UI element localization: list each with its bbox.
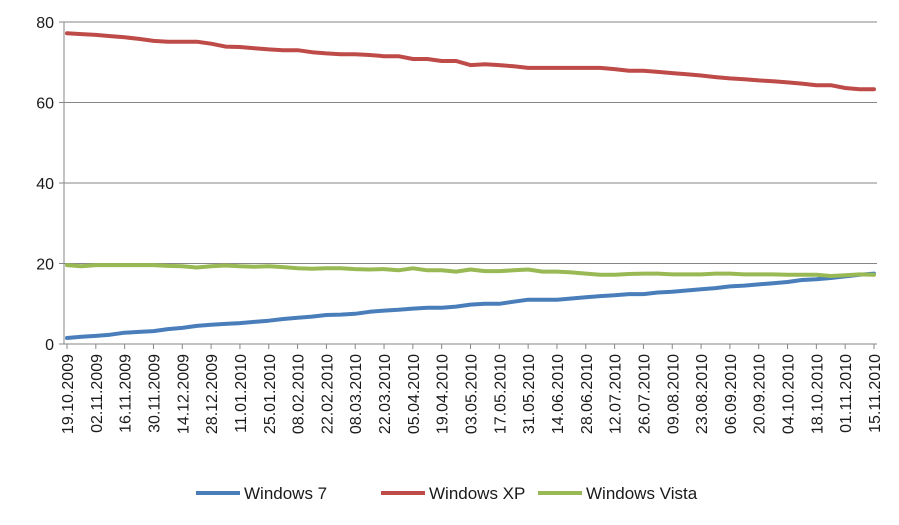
x-tick-label: 08.03.2010 xyxy=(348,354,365,434)
x-tick-label: 19.04.2010 xyxy=(435,354,452,434)
x-tick-label: 05.04.2010 xyxy=(406,354,423,434)
x-tick-label: 30.11.2009 xyxy=(146,354,163,433)
x-tick-label: 28.12.2009 xyxy=(204,354,221,434)
x-axis: 19.10.2009 02.11.2009 16.11.2009 30.11.2009… xyxy=(60,344,884,434)
legend: Windows 7 Windows XP Windows Vista xyxy=(196,484,698,503)
series-lines xyxy=(65,31,876,340)
y-tick-label: 60 xyxy=(36,96,54,113)
legend-item-windows-vista: Windows Vista xyxy=(538,484,698,503)
x-tick-label: 17.05.2010 xyxy=(492,354,509,434)
x-tick-label: 04.10.2010 xyxy=(781,354,798,434)
x-tick-label: 11.01.2010 xyxy=(233,354,250,433)
x-tick-label: 09.08.2010 xyxy=(665,354,682,434)
x-tick-label: 23.08.2010 xyxy=(694,354,711,434)
x-tick-label: 22.02.2010 xyxy=(319,354,336,434)
x-tick-label: 31.05.2010 xyxy=(521,354,538,434)
x-tick-label: 22.03.2010 xyxy=(377,354,394,434)
x-tick-label: 19.10.2009 xyxy=(60,354,77,434)
x-tick-label: 06.09.2010 xyxy=(723,354,740,434)
y-tick-label: 40 xyxy=(36,176,54,193)
legend-item-windows-7: Windows 7 xyxy=(196,484,327,503)
legend-item-windows-xp: Windows XP xyxy=(381,484,525,503)
x-tick-label: 12.07.2010 xyxy=(608,354,625,434)
y-tick-label: 20 xyxy=(36,257,54,274)
series-line-windows-vista xyxy=(65,263,876,278)
x-tick-label: 15.11.2010 xyxy=(867,354,884,433)
legend-label: Windows 7 xyxy=(244,484,327,503)
y-tick-label: 0 xyxy=(45,337,54,354)
x-tick-label: 25.01.2010 xyxy=(262,354,279,434)
x-tick-label: 26.07.2010 xyxy=(636,354,653,434)
x-tick-label: 08.02.2010 xyxy=(291,354,308,434)
gridlines xyxy=(64,21,877,345)
x-tick-label: 18.10.2010 xyxy=(809,354,826,434)
series-line-windows-7 xyxy=(65,271,876,340)
x-tick-label: 20.09.2010 xyxy=(752,354,769,434)
x-tick-label: 03.05.2010 xyxy=(464,354,481,434)
legend-label: Windows XP xyxy=(429,484,525,503)
x-tick-label: 16.11.2009 xyxy=(118,354,135,433)
x-tick-label: 02.11.2009 xyxy=(89,354,106,433)
x-tick-label: 28.06.2010 xyxy=(579,354,596,434)
series-line-windows-xp xyxy=(65,31,876,92)
y-axis: 0 20 40 60 80 xyxy=(36,15,65,354)
x-tick-label: 14.06.2010 xyxy=(550,354,567,434)
y-tick-label: 80 xyxy=(36,15,54,32)
x-tick-label: 14.12.2009 xyxy=(175,354,192,434)
x-tick-label: 01.11.2010 xyxy=(838,354,855,433)
legend-label: Windows Vista xyxy=(586,484,698,503)
